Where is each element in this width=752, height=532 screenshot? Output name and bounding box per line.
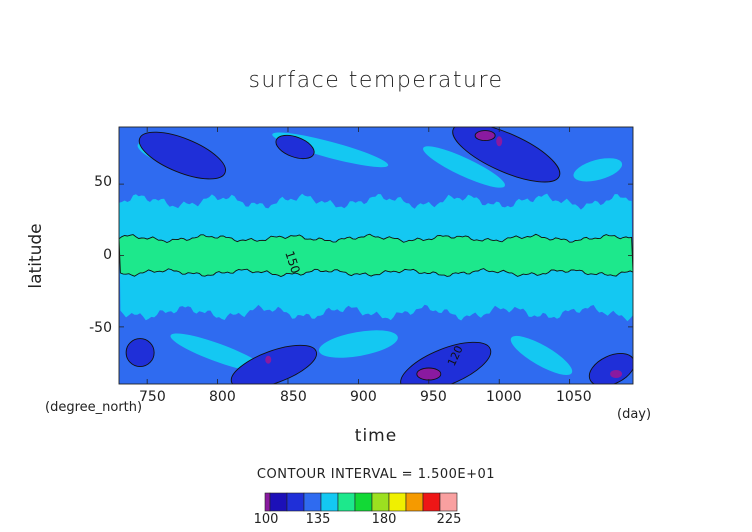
contour-band-cyan (510, 335, 573, 375)
contour-band-deep-purple (474, 130, 496, 142)
y-axis-unit: (degree_north) (45, 400, 143, 415)
colorbar-tick-label: 135 (305, 512, 331, 527)
colorbar-tick-label: 180 (371, 512, 397, 527)
x-tick-label: 1000 (486, 389, 522, 405)
contour-band-dark-blue (588, 353, 633, 384)
contour-band-deep-purple (610, 370, 623, 379)
contour-band-cyan (423, 146, 505, 188)
colorbar-tick-label: 100 (253, 512, 279, 527)
x-tick-label: 900 (350, 389, 377, 405)
contour-fill-group (119, 127, 633, 384)
colorbar-swatch (371, 492, 390, 512)
chart-title: surface temperature (248, 68, 504, 93)
colorbar-swatch (439, 492, 458, 512)
x-tick-label: 1050 (556, 389, 592, 405)
x-tick-label: 850 (280, 389, 307, 405)
colorbar-swatch (320, 492, 339, 512)
contour-label: 150 (282, 249, 302, 275)
contour-band-cyan (573, 158, 623, 182)
y-tick-label: -50 (89, 320, 112, 336)
contour-band-dark-blue (230, 344, 317, 384)
y-axis-label: latitude (26, 223, 46, 289)
colorbar-swatch (303, 492, 322, 512)
contour-band-dark-blue (275, 134, 315, 160)
contour-band-cyan (318, 330, 398, 358)
colorbar-swatch (269, 492, 288, 512)
colorbar-swatch (422, 492, 441, 512)
x-axis-label: time (354, 426, 398, 446)
x-axis-unit: (day) (617, 407, 652, 422)
colorbar-swatch (286, 492, 305, 512)
x-tick-label: 750 (139, 389, 166, 405)
x-tick-label: 950 (420, 389, 447, 405)
contour-band-green (119, 233, 633, 277)
contour-interval-note: CONTOUR INTERVAL = 1.500E+01 (256, 467, 496, 482)
colorbar-swatch (264, 492, 271, 512)
contour-band-dark-blue (125, 338, 155, 368)
colorbar-swatch (388, 492, 407, 512)
colorbar-swatch (337, 492, 356, 512)
contour-band-deep-purple (265, 355, 272, 364)
y-tick-label: 50 (94, 174, 112, 190)
contour-band-deep-purple (496, 136, 503, 147)
x-tick-label: 800 (209, 389, 236, 405)
colorbar-swatch (354, 492, 373, 512)
y-tick-label: 0 (103, 247, 112, 263)
contour-band-deep-purple (416, 367, 442, 381)
contour-band-cyan (170, 333, 265, 372)
colorbar-swatch (405, 492, 424, 512)
colorbar-tick-label: 225 (436, 512, 462, 527)
contour-band-dark-blue (138, 131, 226, 180)
